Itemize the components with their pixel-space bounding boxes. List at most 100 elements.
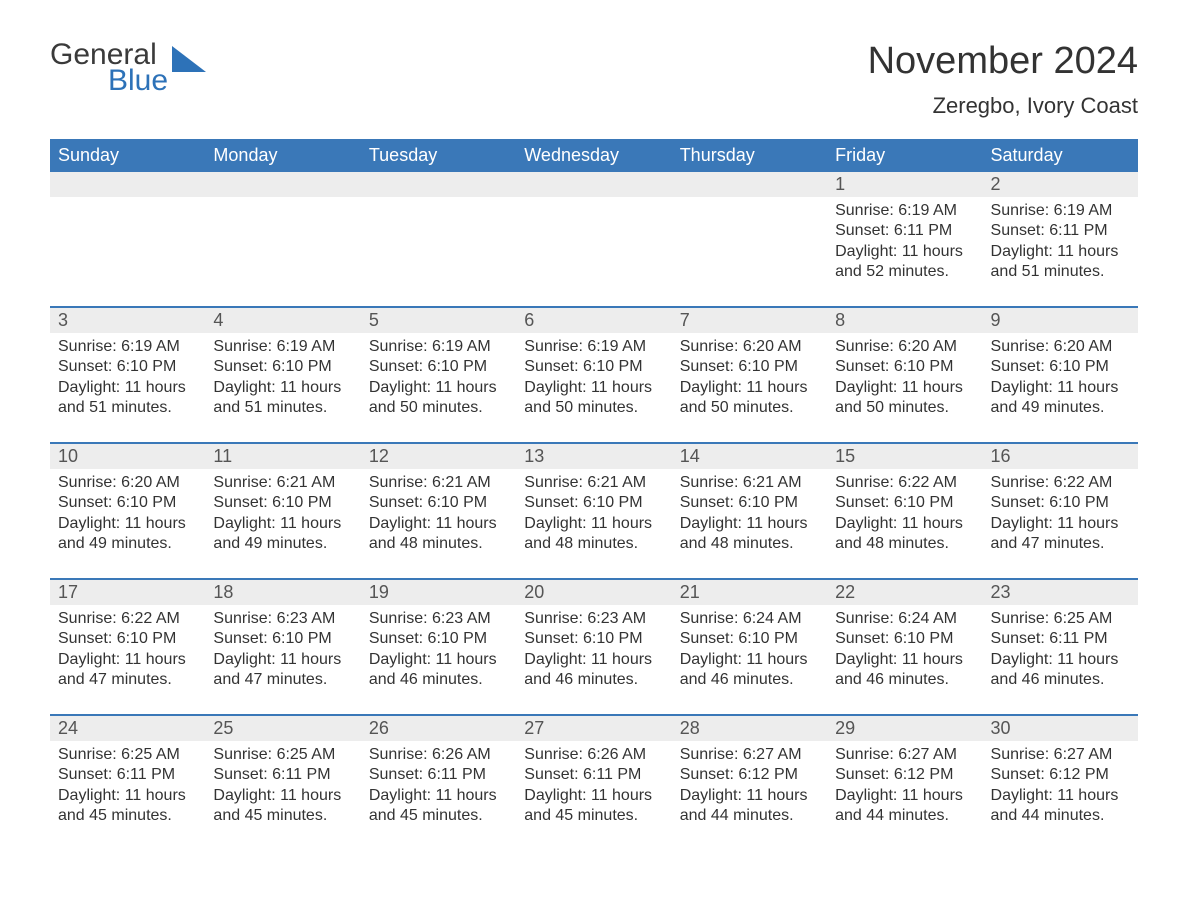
sunset-line-label: Sunset: xyxy=(213,766,272,783)
day-number-cell: 10 xyxy=(50,443,205,469)
sunset-line: Sunset: 6:10 PM xyxy=(213,493,352,513)
sunrise-line-value: 6:26 AM xyxy=(587,746,646,763)
day-number: 26 xyxy=(369,718,389,738)
day-number: 23 xyxy=(991,582,1011,602)
sunrise-line-value: 6:19 AM xyxy=(587,338,646,355)
sunrise-line-label: Sunrise: xyxy=(835,474,898,491)
sunset-line: Sunset: 6:12 PM xyxy=(991,765,1130,785)
week-daynum-row: 24252627282930 xyxy=(50,715,1138,741)
day-content-cell: Sunrise: 6:24 AMSunset: 6:10 PMDaylight:… xyxy=(672,605,827,715)
daylight-line: Daylight: 11 hours and 48 minutes. xyxy=(369,514,508,555)
calendar-header-row: Sunday Monday Tuesday Wednesday Thursday… xyxy=(50,139,1138,172)
sunset-line-value: 6:10 PM xyxy=(117,630,177,647)
daylight-line: Daylight: 11 hours and 50 minutes. xyxy=(835,378,974,419)
day-content-cell: Sunrise: 6:25 AMSunset: 6:11 PMDaylight:… xyxy=(50,741,205,851)
sunset-line-value: 6:12 PM xyxy=(894,766,954,783)
daylight-line-label: Daylight: xyxy=(835,787,902,804)
day-number-cell: 18 xyxy=(205,579,360,605)
week-content-row: Sunrise: 6:22 AMSunset: 6:10 PMDaylight:… xyxy=(50,605,1138,715)
title-block: November 2024 Zeregbo, Ivory Coast xyxy=(868,40,1138,133)
sunrise-line: Sunrise: 6:20 AM xyxy=(991,337,1130,357)
sunrise-line: Sunrise: 6:22 AM xyxy=(991,473,1130,493)
sunset-line-label: Sunset: xyxy=(58,494,117,511)
daylight-line: Daylight: 11 hours and 46 minutes. xyxy=(369,650,508,691)
logo: General Blue xyxy=(50,40,206,96)
sunset-line-label: Sunset: xyxy=(680,358,739,375)
sunrise-line-label: Sunrise: xyxy=(524,610,587,627)
daylight-line: Daylight: 11 hours and 49 minutes. xyxy=(991,378,1130,419)
sunset-line: Sunset: 6:10 PM xyxy=(524,629,663,649)
daylight-line-label: Daylight: xyxy=(991,243,1058,260)
sunrise-line: Sunrise: 6:25 AM xyxy=(58,745,197,765)
daylight-line-label: Daylight: xyxy=(369,787,436,804)
day-number: 9 xyxy=(991,310,1001,330)
day-number-cell: 22 xyxy=(827,579,982,605)
sunrise-line: Sunrise: 6:22 AM xyxy=(58,609,197,629)
day-number: 21 xyxy=(680,582,700,602)
sunrise-line-label: Sunrise: xyxy=(58,338,121,355)
sunrise-line-label: Sunrise: xyxy=(680,474,743,491)
daylight-line: Daylight: 11 hours and 44 minutes. xyxy=(991,786,1130,827)
day-number-cell: 19 xyxy=(361,579,516,605)
sunrise-line: Sunrise: 6:19 AM xyxy=(58,337,197,357)
daylight-line-label: Daylight: xyxy=(991,787,1058,804)
daylight-line-label: Daylight: xyxy=(991,379,1058,396)
sunrise-line-value: 6:23 AM xyxy=(587,610,646,627)
sunset-line-value: 6:11 PM xyxy=(1049,222,1107,239)
sunset-line-value: 6:10 PM xyxy=(583,358,643,375)
sunset-line: Sunset: 6:10 PM xyxy=(680,357,819,377)
header: General Blue November 2024 Zeregbo, Ivor… xyxy=(50,40,1138,133)
daylight-line: Daylight: 11 hours and 45 minutes. xyxy=(213,786,352,827)
sunset-line-value: 6:11 PM xyxy=(894,222,952,239)
sunset-line-label: Sunset: xyxy=(369,358,428,375)
sunrise-line-value: 6:22 AM xyxy=(1054,474,1113,491)
day-number: 27 xyxy=(524,718,544,738)
sunset-line-label: Sunset: xyxy=(835,222,894,239)
sunrise-line-value: 6:20 AM xyxy=(743,338,802,355)
sunrise-line-label: Sunrise: xyxy=(835,202,898,219)
day-number-cell: 8 xyxy=(827,307,982,333)
daylight-line: Daylight: 11 hours and 46 minutes. xyxy=(524,650,663,691)
day-number: 6 xyxy=(524,310,534,330)
sunrise-line: Sunrise: 6:23 AM xyxy=(524,609,663,629)
day-content-cell: Sunrise: 6:21 AMSunset: 6:10 PMDaylight:… xyxy=(361,469,516,579)
day-number: 12 xyxy=(369,446,389,466)
daylight-line-label: Daylight: xyxy=(369,379,436,396)
day-content-cell: Sunrise: 6:19 AMSunset: 6:10 PMDaylight:… xyxy=(361,333,516,443)
sunset-line-label: Sunset: xyxy=(58,766,117,783)
day-number-cell xyxy=(672,172,827,197)
sunrise-line-label: Sunrise: xyxy=(991,610,1054,627)
daylight-line: Daylight: 11 hours and 46 minutes. xyxy=(835,650,974,691)
day-content-cell: Sunrise: 6:19 AMSunset: 6:10 PMDaylight:… xyxy=(205,333,360,443)
day-number: 5 xyxy=(369,310,379,330)
day-number: 19 xyxy=(369,582,389,602)
day-content-cell: Sunrise: 6:19 AMSunset: 6:11 PMDaylight:… xyxy=(983,197,1138,307)
day-content-cell: Sunrise: 6:20 AMSunset: 6:10 PMDaylight:… xyxy=(672,333,827,443)
sunset-line-value: 6:10 PM xyxy=(272,494,332,511)
day-number-cell xyxy=(361,172,516,197)
daylight-line: Daylight: 11 hours and 49 minutes. xyxy=(58,514,197,555)
dayname-wednesday: Wednesday xyxy=(516,139,671,172)
sunset-line-value: 6:11 PM xyxy=(1049,630,1107,647)
sunset-line: Sunset: 6:12 PM xyxy=(680,765,819,785)
daylight-line: Daylight: 11 hours and 48 minutes. xyxy=(524,514,663,555)
sunset-line: Sunset: 6:10 PM xyxy=(991,493,1130,513)
sunset-line-label: Sunset: xyxy=(369,494,428,511)
sunrise-line: Sunrise: 6:21 AM xyxy=(369,473,508,493)
sunset-line: Sunset: 6:10 PM xyxy=(991,357,1130,377)
sunset-line: Sunset: 6:10 PM xyxy=(835,629,974,649)
day-number-cell: 12 xyxy=(361,443,516,469)
daylight-line: Daylight: 11 hours and 52 minutes. xyxy=(835,242,974,283)
daylight-line-label: Daylight: xyxy=(369,651,436,668)
sunrise-line-value: 6:21 AM xyxy=(277,474,336,491)
daylight-line: Daylight: 11 hours and 47 minutes. xyxy=(213,650,352,691)
sunrise-line: Sunrise: 6:20 AM xyxy=(680,337,819,357)
sunrise-line: Sunrise: 6:24 AM xyxy=(680,609,819,629)
week-content-row: Sunrise: 6:19 AMSunset: 6:10 PMDaylight:… xyxy=(50,333,1138,443)
sunset-line-value: 6:10 PM xyxy=(738,630,798,647)
day-number-cell: 16 xyxy=(983,443,1138,469)
sunrise-line: Sunrise: 6:23 AM xyxy=(369,609,508,629)
day-content-cell: Sunrise: 6:21 AMSunset: 6:10 PMDaylight:… xyxy=(205,469,360,579)
day-number-cell: 9 xyxy=(983,307,1138,333)
day-content-cell: Sunrise: 6:26 AMSunset: 6:11 PMDaylight:… xyxy=(361,741,516,851)
